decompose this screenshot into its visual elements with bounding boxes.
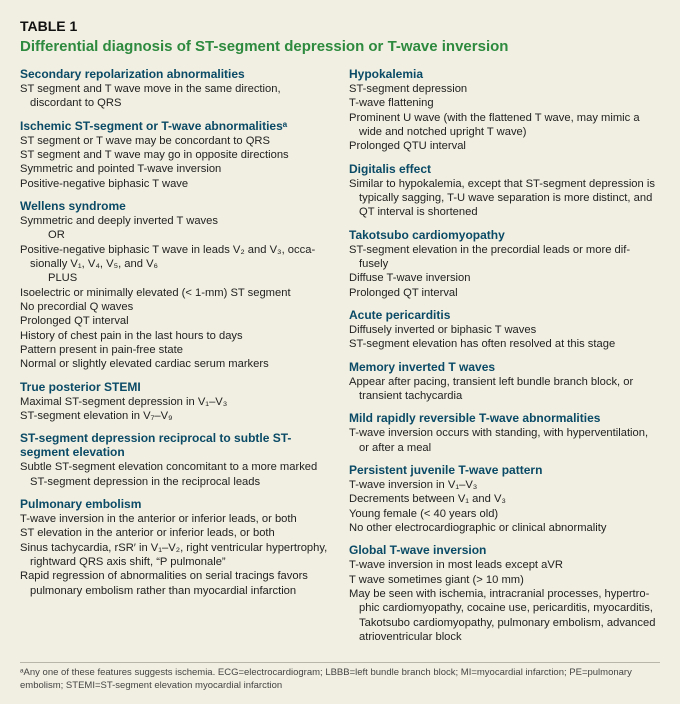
body-line: T wave sometimes giant (> 10 mm) bbox=[349, 573, 660, 587]
body-line: ST elevation in the anterior or inferior… bbox=[20, 526, 331, 540]
body-line: Prolonged QT interval bbox=[20, 314, 331, 328]
body-line: rightward QRS axis shift, “P pulmonale” bbox=[20, 555, 331, 569]
body-line: discordant to QRS bbox=[20, 96, 331, 110]
diagnosis-section: Acute pericarditisDiffusely inverted or … bbox=[349, 308, 660, 352]
body-line: Normal or slightly elevated cardiac seru… bbox=[20, 357, 331, 371]
section-heading: Persistent juvenile T-wave pattern bbox=[349, 463, 660, 477]
body-line: Symmetric and pointed T-wave inversion bbox=[20, 162, 331, 176]
section-heading: Secondary repolarization abnormalities bbox=[20, 67, 331, 81]
body-line: Symmetric and deeply inverted T waves bbox=[20, 214, 331, 228]
right-column: HypokalemiaST-segment depressionT-wave f… bbox=[349, 67, 660, 652]
body-line: or after a meal bbox=[349, 441, 660, 455]
body-line: typically sagging, T-U wave separation i… bbox=[349, 191, 660, 205]
diagnosis-section: HypokalemiaST-segment depressionT-wave f… bbox=[349, 67, 660, 154]
body-line: ST segment and T wave move in the same d… bbox=[20, 82, 331, 96]
body-line: Prominent U wave (with the flattened T w… bbox=[349, 111, 660, 125]
footnote: ᵃAny one of these features suggests isch… bbox=[20, 662, 660, 692]
diagnosis-section: Takotsubo cardiomyopathyST-segment eleva… bbox=[349, 228, 660, 300]
table-title: Differential diagnosis of ST-segment dep… bbox=[20, 38, 660, 55]
body-line: ST-segment elevation in V₇–V₉ bbox=[20, 409, 331, 423]
diagnosis-section: Persistent juvenile T-wave patternT-wave… bbox=[349, 463, 660, 535]
body-line: transient tachycardia bbox=[349, 389, 660, 403]
section-heading: Wellens syndrome bbox=[20, 199, 331, 213]
body-line: History of chest pain in the last hours … bbox=[20, 329, 331, 343]
body-line: PLUS bbox=[20, 271, 331, 285]
body-line: sionally V₁, V₄, V₅, and V₆ bbox=[20, 257, 331, 271]
body-line: Pattern present in pain-free state bbox=[20, 343, 331, 357]
body-line: fusely bbox=[349, 257, 660, 271]
diagnosis-section: Digitalis effectSimilar to hypokalemia, … bbox=[349, 162, 660, 220]
body-line: Prolonged QTU interval bbox=[349, 139, 660, 153]
section-heading: Hypokalemia bbox=[349, 67, 660, 81]
body-line: Positive-negative biphasic T wave bbox=[20, 177, 331, 191]
section-heading: Acute pericarditis bbox=[349, 308, 660, 322]
body-line: QT interval is shortened bbox=[349, 205, 660, 219]
body-line: Similar to hypokalemia, except that ST-s… bbox=[349, 177, 660, 191]
body-line: ST segment or T wave may be concordant t… bbox=[20, 134, 331, 148]
body-line: Positive-negative biphasic T wave in lea… bbox=[20, 243, 331, 257]
body-line: pulmonary embolism rather than myocardia… bbox=[20, 584, 331, 598]
body-line: ST segment and T wave may go in opposite… bbox=[20, 148, 331, 162]
diagnosis-section: Pulmonary embolismT-wave inversion in th… bbox=[20, 497, 331, 598]
body-line: Subtle ST-segment elevation concomitant … bbox=[20, 460, 331, 474]
body-line: No other electrocardiographic or clinica… bbox=[349, 521, 660, 535]
diagnosis-section: Memory inverted T wavesAppear after paci… bbox=[349, 360, 660, 404]
body-line: ST-segment elevation has often resolved … bbox=[349, 337, 660, 351]
body-line: wide and notched upright T wave) bbox=[349, 125, 660, 139]
section-heading: ST-segment depression reciprocal to subt… bbox=[20, 431, 331, 459]
body-line: Rapid regression of abnormalities on ser… bbox=[20, 569, 331, 583]
table-1-panel: TABLE 1 Differential diagnosis of ST-seg… bbox=[0, 0, 680, 704]
body-line: T-wave inversion in V₁–V₃ bbox=[349, 478, 660, 492]
body-line: T-wave inversion occurs with standing, w… bbox=[349, 426, 660, 440]
section-heading: Digitalis effect bbox=[349, 162, 660, 176]
section-heading: Memory inverted T waves bbox=[349, 360, 660, 374]
body-line: ST-segment depression bbox=[349, 82, 660, 96]
body-line: Takotsubo cardiomyopathy, pulmonary embo… bbox=[349, 616, 660, 630]
table-label: TABLE 1 bbox=[20, 18, 660, 34]
body-line: T-wave flattening bbox=[349, 96, 660, 110]
diagnosis-section: ST-segment depression reciprocal to subt… bbox=[20, 431, 331, 489]
body-line: Sinus tachycardia, rSR′ in V₁–V₂, right … bbox=[20, 541, 331, 555]
diagnosis-section: Secondary repolarization abnormalitiesST… bbox=[20, 67, 331, 111]
body-line: ST-segment elevation in the precordial l… bbox=[349, 243, 660, 257]
body-line: Appear after pacing, transient left bund… bbox=[349, 375, 660, 389]
body-line: atrioventricular block bbox=[349, 630, 660, 644]
section-heading: Pulmonary embolism bbox=[20, 497, 331, 511]
diagnosis-section: Mild rapidly reversible T-wave abnormali… bbox=[349, 411, 660, 455]
body-line: ST-segment depression in the reciprocal … bbox=[20, 475, 331, 489]
body-line: Diffusely inverted or biphasic T waves bbox=[349, 323, 660, 337]
body-line: No precordial Q waves bbox=[20, 300, 331, 314]
section-heading: Global T-wave inversion bbox=[349, 543, 660, 557]
columns: Secondary repolarization abnormalitiesST… bbox=[20, 67, 660, 652]
body-line: phic cardiomyopathy, cocaine use, perica… bbox=[349, 601, 660, 615]
body-line: Maximal ST-segment depression in V₁–V₃ bbox=[20, 395, 331, 409]
section-heading: Mild rapidly reversible T-wave abnormali… bbox=[349, 411, 660, 425]
body-line: May be seen with ischemia, intracranial … bbox=[349, 587, 660, 601]
section-heading: Takotsubo cardiomyopathy bbox=[349, 228, 660, 242]
body-line: T-wave inversion in most leads except aV… bbox=[349, 558, 660, 572]
body-line: Young female (< 40 years old) bbox=[349, 507, 660, 521]
section-heading: True posterior STEMI bbox=[20, 380, 331, 394]
body-line: OR bbox=[20, 228, 331, 242]
body-line: Prolonged QT interval bbox=[349, 286, 660, 300]
diagnosis-section: Global T-wave inversionT-wave inversion … bbox=[349, 543, 660, 644]
left-column: Secondary repolarization abnormalitiesST… bbox=[20, 67, 331, 652]
diagnosis-section: Wellens syndromeSymmetric and deeply inv… bbox=[20, 199, 331, 372]
body-line: Decrements between V₁ and V₃ bbox=[349, 492, 660, 506]
body-line: Isoelectric or minimally elevated (< 1-m… bbox=[20, 286, 331, 300]
diagnosis-section: True posterior STEMIMaximal ST-segment d… bbox=[20, 380, 331, 424]
body-line: Diffuse T-wave inversion bbox=[349, 271, 660, 285]
body-line: T-wave inversion in the anterior or infe… bbox=[20, 512, 331, 526]
section-heading: Ischemic ST-segment or T-wave abnormalit… bbox=[20, 119, 331, 133]
diagnosis-section: Ischemic ST-segment or T-wave abnormalit… bbox=[20, 119, 331, 191]
